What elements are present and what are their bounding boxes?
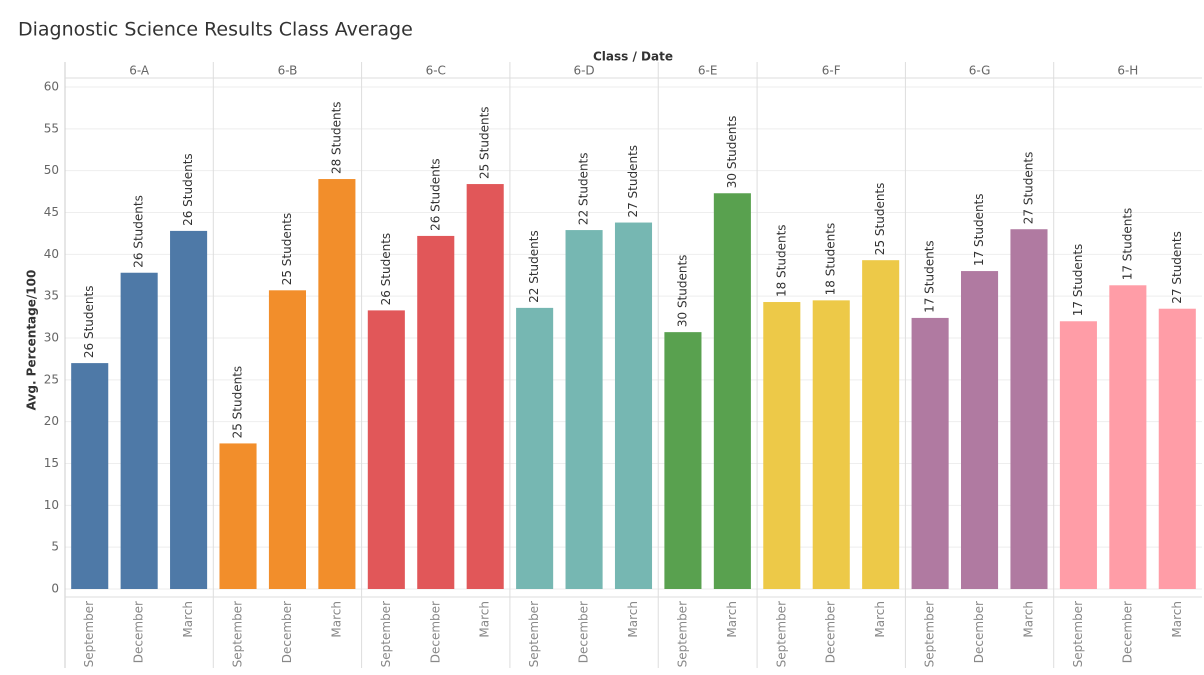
y-tick-label: 30 — [44, 331, 59, 345]
bar — [614, 222, 653, 590]
bar-label: 26 Students — [132, 195, 146, 268]
bar — [318, 179, 356, 590]
bar — [268, 290, 306, 589]
bar — [170, 230, 208, 589]
bar — [516, 307, 554, 589]
x-tick-label: March — [873, 601, 887, 638]
bar-label: 22 Students — [577, 152, 591, 225]
bar — [713, 193, 751, 590]
x-tick-label: March — [329, 601, 343, 638]
facet-label: 6-F — [822, 64, 841, 78]
x-tick-label: March — [626, 601, 640, 638]
x-axis-title: Class / Date — [593, 50, 673, 64]
bar — [1059, 321, 1097, 589]
y-axis-title: Avg. Percentage/100 — [25, 270, 39, 411]
x-tick-label: September — [923, 601, 937, 667]
chart-title: Diagnostic Science Results Class Average — [18, 19, 413, 41]
bar — [466, 184, 504, 589]
bar-label: 17 Students — [1071, 244, 1085, 317]
bar-label: 26 Students — [82, 286, 96, 359]
x-tick-label: December — [577, 601, 591, 663]
y-tick-label: 25 — [44, 372, 59, 386]
bar — [367, 310, 405, 589]
x-tick-label: September — [1071, 601, 1085, 667]
bar-label: 28 Students — [329, 101, 343, 174]
bar-label: 25 Students — [231, 366, 245, 439]
bar-label: 25 Students — [280, 213, 294, 286]
bar — [862, 260, 900, 589]
y-tick-label: 35 — [44, 289, 59, 303]
y-tick-label: 0 — [51, 582, 59, 596]
x-tick-label: September — [675, 601, 689, 667]
x-tick-label: September — [231, 601, 245, 667]
y-tick-label: 50 — [44, 163, 59, 177]
y-tick-label: 10 — [44, 498, 59, 512]
x-tick-label: March — [478, 601, 492, 638]
x-tick-label: September — [82, 601, 96, 667]
bar-label: 18 Students — [774, 224, 788, 297]
y-tick-label: 55 — [44, 121, 59, 135]
x-tick-label: March — [181, 601, 195, 638]
x-tick-label: December — [132, 601, 146, 663]
facet-label: 6-B — [278, 64, 298, 78]
x-tick-label: September — [527, 601, 541, 667]
x-tick-label: March — [1170, 601, 1184, 638]
bar-label: 30 Students — [725, 116, 739, 189]
bar-label: 22 Students — [527, 230, 541, 303]
bar — [1109, 285, 1147, 589]
x-tick-label: December — [1120, 601, 1134, 663]
facet-label: 6-H — [1117, 64, 1138, 78]
x-tick-label: December — [972, 601, 986, 663]
facet-label: 6-G — [969, 64, 991, 78]
bar-label: 18 Students — [824, 223, 838, 296]
bar — [417, 235, 455, 589]
bar — [1010, 229, 1048, 589]
bar — [911, 317, 949, 589]
bar-label: 17 Students — [923, 240, 937, 313]
y-tick-label: 60 — [44, 80, 59, 94]
bar — [763, 302, 801, 589]
bar-label: 27 Students — [626, 145, 640, 218]
facet-label: 6-E — [698, 64, 718, 78]
bar — [120, 272, 158, 589]
bar — [1158, 308, 1196, 589]
facet-label: 6-C — [426, 64, 446, 78]
bar-label: 26 Students — [181, 153, 195, 226]
x-tick-label: December — [824, 601, 838, 663]
bar-label: 30 Students — [675, 255, 689, 328]
bar-label: 17 Students — [1120, 208, 1134, 281]
x-tick-label: December — [428, 601, 442, 663]
y-tick-label: 20 — [44, 414, 59, 428]
bar — [565, 230, 603, 589]
bar-label: 25 Students — [478, 106, 492, 179]
bar-label: 27 Students — [1170, 231, 1184, 304]
facet-label: 6-A — [129, 64, 150, 78]
bar — [812, 300, 850, 589]
x-tick-label: March — [1021, 601, 1035, 638]
x-tick-label: March — [725, 601, 739, 638]
x-tick-label: September — [774, 601, 788, 667]
bar — [664, 332, 702, 589]
y-tick-label: 40 — [44, 247, 59, 261]
y-tick-label: 15 — [44, 456, 59, 470]
y-tick-label: 45 — [44, 205, 59, 219]
bar — [71, 363, 109, 589]
bar-label: 17 Students — [972, 193, 986, 266]
bar — [961, 271, 999, 589]
bar-label: 25 Students — [873, 183, 887, 256]
bar — [219, 443, 257, 589]
bar-label: 27 Students — [1021, 152, 1035, 225]
bar-label: 26 Students — [428, 158, 442, 231]
x-tick-label: September — [379, 601, 393, 667]
x-tick-label: December — [280, 601, 294, 663]
y-tick-label: 5 — [51, 540, 59, 554]
bar-label: 26 Students — [379, 233, 393, 306]
facet-label: 6-D — [573, 64, 594, 78]
